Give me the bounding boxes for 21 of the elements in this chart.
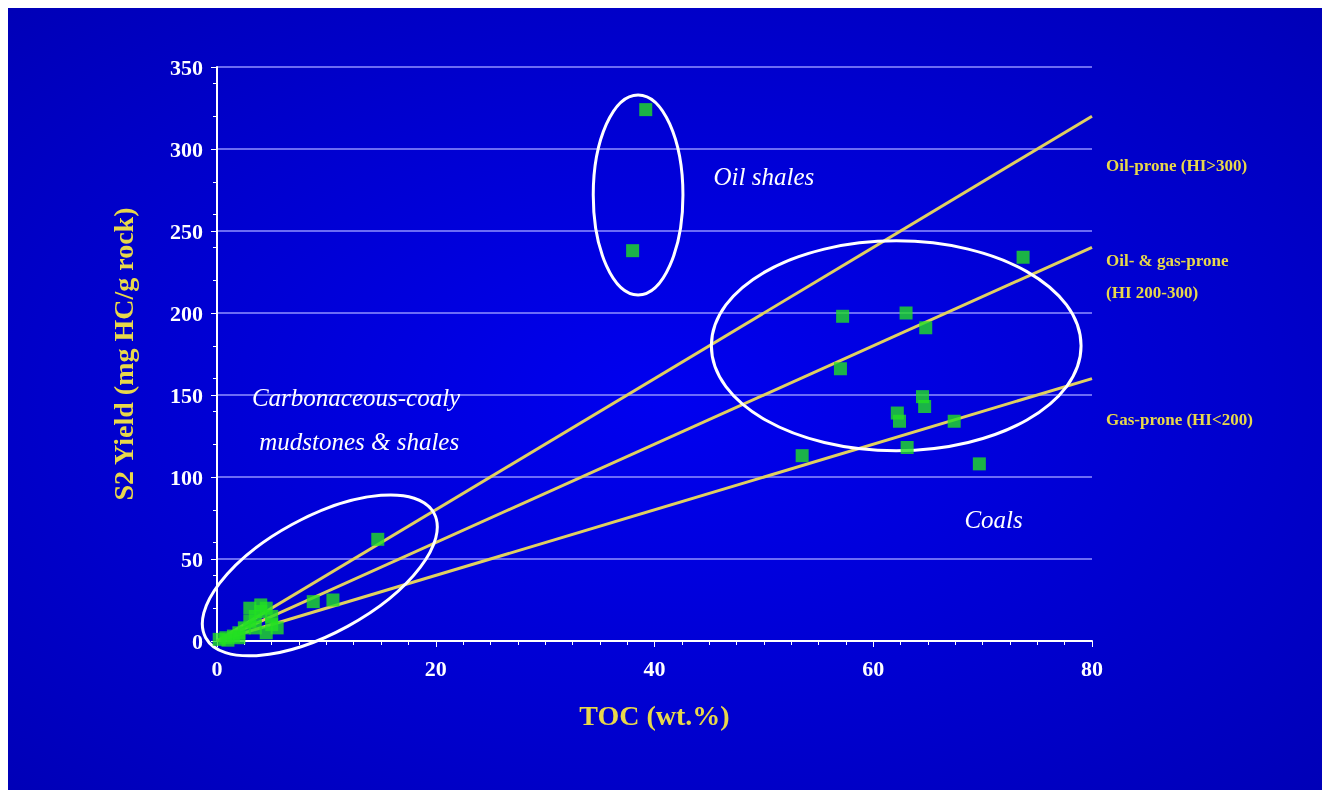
x-axis-title: TOC (wt.%) — [579, 699, 730, 731]
x-tick-label: 60 — [862, 655, 885, 681]
text: Oil-prone (HI>300) — [1106, 155, 1248, 175]
y-tick-label: 250 — [170, 218, 203, 244]
annotation: Oil shales — [713, 163, 815, 191]
y-tick-label: 150 — [170, 382, 203, 408]
x-tick-label: 40 — [643, 655, 666, 681]
x-tick-label: 0 — [211, 655, 223, 681]
x-tick-label: 80 — [1081, 655, 1103, 681]
x-tick-label: 20 — [424, 655, 447, 681]
y-tick-label: 0 — [192, 628, 203, 654]
annotation: Coals — [964, 506, 1023, 534]
text: Gas-prone (HI<200) — [1106, 410, 1253, 430]
y-tick-label: 300 — [170, 136, 203, 162]
y-tick-label: 200 — [170, 300, 203, 326]
y-tick-label: 350 — [170, 54, 203, 80]
text: Oil- & gas-prone (HI 200-300) — [1106, 251, 1233, 303]
y-axis-title: S2 Yield (mg HC/g rock) — [107, 207, 139, 501]
y-tick-label: 100 — [170, 464, 203, 490]
y-tick-label: 50 — [181, 546, 203, 572]
annotation: Carbonaceous-coaly mudstones & shales — [251, 384, 467, 456]
